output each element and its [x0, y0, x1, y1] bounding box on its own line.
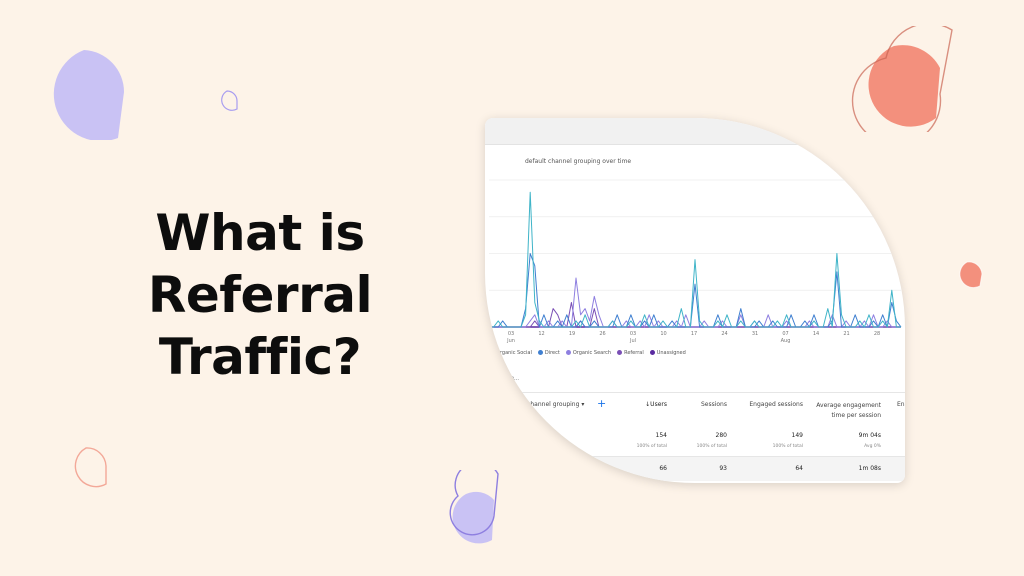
chart-title: default channel grouping over time	[525, 158, 632, 165]
row-engaged-value: 64	[795, 465, 803, 472]
purple-bottom-drop-shape	[449, 470, 499, 544]
legend-label: Direct	[544, 350, 560, 356]
legend-dot-icon	[489, 350, 494, 355]
engaged-sessions-column-header[interactable]: Engaged sessions	[749, 401, 803, 408]
headline-line-1: What is	[155, 204, 365, 262]
headline: What is Referral Traffic?	[100, 202, 420, 388]
avg-engagement-header-line-2: time per session	[831, 412, 881, 419]
x-tick-label: Jun	[506, 338, 515, 344]
x-tick-label: 21	[843, 331, 849, 337]
x-tick-label: 14	[813, 331, 819, 337]
legend-label: Organic Social	[496, 350, 532, 356]
cut-column-header[interactable]: En	[897, 401, 905, 408]
x-tick-label: 17	[691, 331, 697, 337]
x-tick-label: 03	[508, 331, 514, 337]
report-panel: default channel grouping over time 03 Jun…	[485, 118, 905, 483]
x-tick-label: 19	[569, 331, 575, 337]
x-tick-label: Aug	[781, 338, 791, 344]
search-divider	[485, 392, 905, 393]
total-engaged-share: 100% of total	[772, 444, 803, 449]
legend-label: Referral	[624, 350, 644, 356]
x-tick-label: 26	[599, 331, 605, 337]
total-engaged-value: 149	[791, 432, 803, 439]
sessions-column-header[interactable]: Sessions	[700, 401, 727, 408]
total-users-share: 100% of total	[636, 444, 667, 449]
legend-item[interactable]: Unassigned	[649, 350, 686, 356]
legend-item[interactable]: Organic Social	[489, 350, 532, 356]
x-tick-label: 31	[752, 331, 758, 337]
purple-drop-shape	[53, 50, 125, 140]
legend-item[interactable]: Direct	[537, 350, 560, 356]
dimension-column-label: ion default channel grouping	[493, 401, 580, 408]
report-header-bar	[485, 118, 905, 145]
small-coral-drop-shape	[959, 261, 983, 289]
headline-line-2: Referral	[147, 266, 373, 324]
total-avg-time-value: 9m 04s	[858, 432, 881, 439]
dimension-column-header[interactable]: ion default channel grouping ▾	[493, 401, 584, 408]
search-input[interactable]	[495, 376, 675, 382]
row-avg-time-value: 1m 08s	[858, 465, 881, 472]
coral-outline-drop-shape	[74, 447, 107, 488]
add-dimension-button[interactable]: +	[597, 397, 606, 410]
series-line-organic-social	[489, 191, 901, 328]
x-tick-label: Jul	[629, 338, 636, 344]
chart-legend: Organic Social Direct Organic Search Referr…	[489, 350, 692, 356]
legend-label: Unassigned	[656, 350, 686, 356]
total-sessions-share: 100% of total	[696, 444, 727, 449]
x-tick-label: 03	[630, 331, 636, 337]
x-tick-label: 07	[782, 331, 788, 337]
plus-icon: +	[597, 397, 607, 410]
total-users-value: 154	[655, 432, 667, 439]
avg-engagement-column-header[interactable]: Average engagement time per session	[803, 401, 881, 421]
report-screenshot: default channel grouping over time 03 Jun…	[485, 118, 915, 486]
legend-label: Organic Search	[572, 350, 612, 356]
legend-item[interactable]: Organic Search	[565, 350, 612, 356]
x-tick-label: 24	[721, 331, 727, 337]
legend-item[interactable]: Referral	[617, 350, 644, 356]
total-sessions-value: 280	[715, 432, 727, 439]
x-tick-label: 28	[874, 331, 880, 337]
table-row[interactable]	[485, 456, 905, 481]
coral-drop-shape	[851, 26, 953, 132]
x-tick-label: 12	[538, 331, 544, 337]
users-column-header[interactable]: ↓Users	[645, 401, 667, 408]
dimension-dropdown-icon[interactable]: ▾	[581, 401, 585, 408]
row-sessions-value: 93	[719, 465, 727, 472]
legend-dot-icon	[649, 350, 655, 355]
avg-engagement-header-line-1: Average engagement	[816, 402, 881, 409]
legend-dot-icon	[617, 350, 623, 355]
x-tick-label: 10	[660, 331, 666, 337]
small-purple-outline-drop-shape	[221, 90, 238, 111]
total-avg-time-share: Avg 0%	[864, 444, 881, 449]
legend-dot-icon	[565, 350, 571, 355]
legend-dot-icon	[537, 350, 543, 355]
headline-line-3: Traffic?	[158, 328, 362, 386]
row-users-value: 66	[659, 465, 667, 472]
